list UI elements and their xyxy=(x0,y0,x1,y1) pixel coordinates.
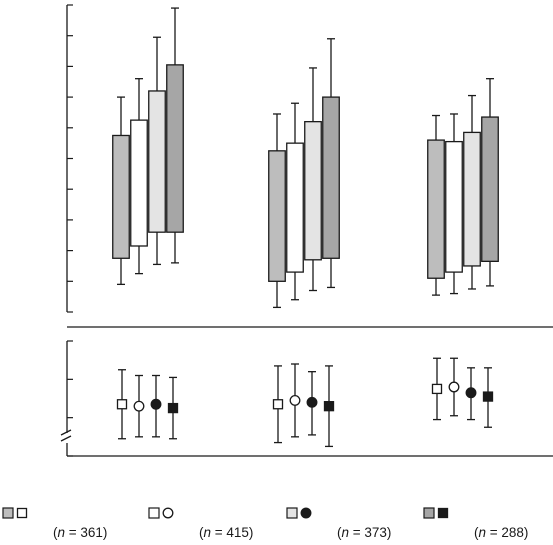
hr-point xyxy=(431,383,443,395)
bp-bar xyxy=(445,140,463,273)
legend-marker xyxy=(437,507,449,519)
hr-point xyxy=(482,391,494,402)
bp-bar xyxy=(322,96,340,259)
bp-bar xyxy=(130,119,148,247)
hr-point xyxy=(133,400,145,412)
blood-pressure-panel xyxy=(66,4,553,328)
bp-bar xyxy=(148,90,166,233)
hr-point xyxy=(306,396,318,408)
bp-bar xyxy=(268,150,286,282)
hr-point xyxy=(465,387,477,399)
bp-bar xyxy=(427,139,445,279)
legend-marker xyxy=(300,507,312,519)
hr-point xyxy=(323,401,335,412)
axis-break-mark xyxy=(60,429,72,442)
heart-rate-panel xyxy=(60,340,494,457)
bp-bar xyxy=(166,64,184,233)
bp-bar xyxy=(286,142,304,273)
hr-point xyxy=(272,399,284,410)
legend-sample-size: (n = 373) xyxy=(337,525,391,540)
legend-marker xyxy=(162,507,174,519)
legend-sample-size: (n = 288) xyxy=(474,525,528,540)
legend-sample-size: (n = 361) xyxy=(53,525,107,540)
legend-swatch xyxy=(286,507,298,519)
legend-sample-size: (n = 415) xyxy=(199,525,253,540)
legend-swatch xyxy=(148,507,160,519)
legend: (n = 361) (n = 415) (n = 373) (n = 288) xyxy=(2,507,528,540)
hr-point xyxy=(150,398,162,410)
bp-bar xyxy=(304,121,322,261)
legend-swatch xyxy=(2,507,14,519)
bp-bar xyxy=(481,116,499,262)
bp-bar xyxy=(463,131,481,267)
legend-swatch xyxy=(423,507,435,519)
hr-point xyxy=(116,399,128,410)
hr-point xyxy=(167,402,179,414)
hr-point xyxy=(448,381,460,393)
bp-bar xyxy=(112,134,130,259)
hr-point xyxy=(289,394,301,406)
legend-marker xyxy=(16,507,28,519)
